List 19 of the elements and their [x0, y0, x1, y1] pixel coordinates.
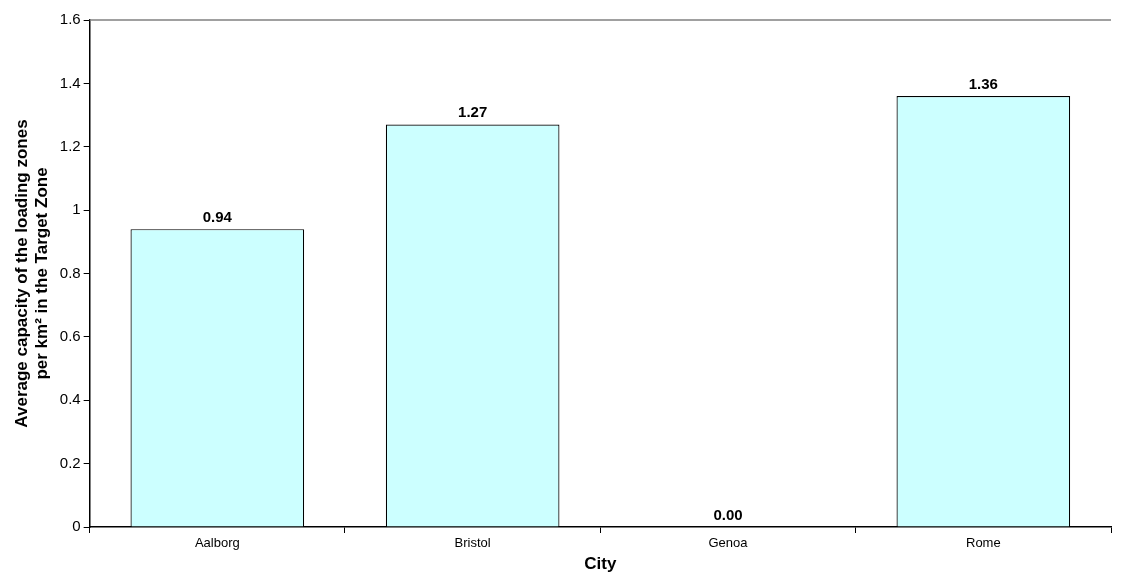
data-label: 0.94	[202, 207, 233, 225]
y-axis-title: Average capacity of the loading zones per km² in the Target Zone	[11, 119, 52, 428]
data-label: 1.27	[458, 103, 488, 121]
y-tick-label: 0.4	[59, 390, 81, 408]
y-tick-label: 1.2	[59, 136, 81, 154]
y-tick-label: 0.8	[59, 263, 81, 281]
y-tick-label: 0	[72, 517, 81, 535]
data-label: 0.00	[713, 505, 743, 523]
y-tick-label: 0.6	[59, 327, 81, 345]
y-tick-label: 0.2	[59, 453, 81, 471]
y-tick-label: 1	[72, 200, 81, 218]
x-axis-title: City	[584, 554, 617, 574]
y-tick-label: 1.4	[59, 73, 81, 91]
x-tick-label: Aalborg	[194, 535, 240, 551]
x-tick-label: Rome	[965, 535, 1001, 551]
x-tick-label: Genoa	[708, 535, 749, 551]
data-label: 1.36	[968, 74, 998, 92]
x-tick-label: Bristol	[454, 535, 491, 551]
y-tick-label: 1.6	[59, 10, 81, 28]
